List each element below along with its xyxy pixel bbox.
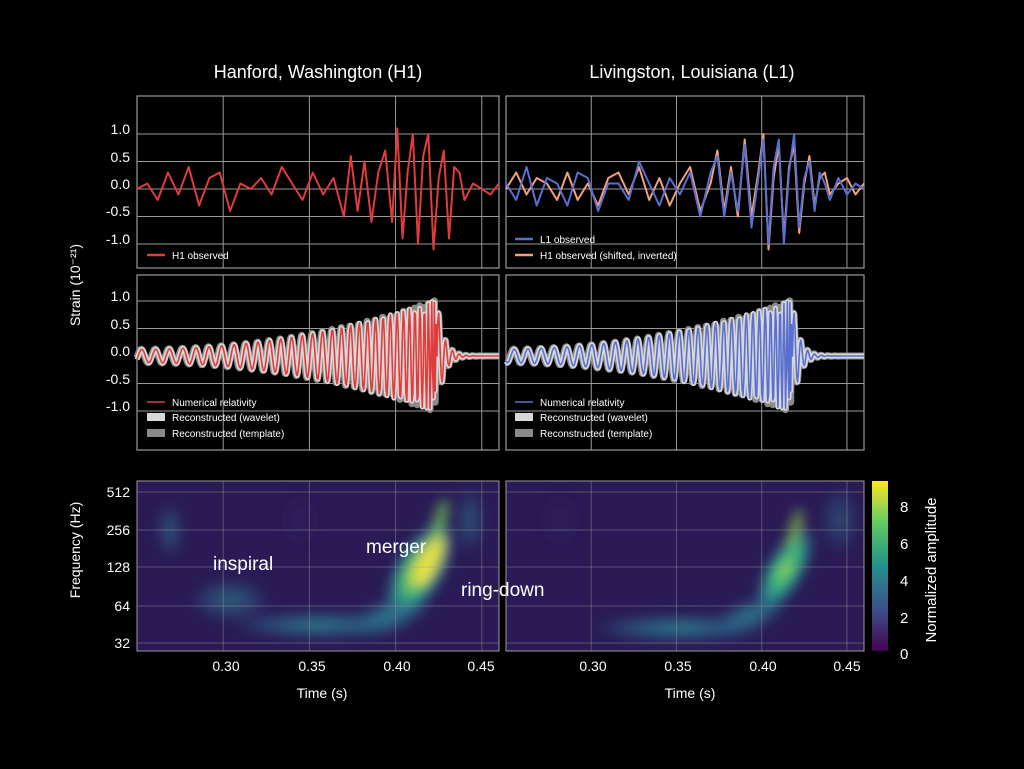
colorbar-tick-label: 6 (900, 536, 908, 553)
noise-patch (156, 500, 184, 560)
h1-spectrogram-frame (136, 480, 500, 652)
chirp-glow (754, 525, 816, 615)
frequency-yticks: 512 256 128 64 32 (107, 484, 131, 651)
strain-ylabel: Strain (10⁻²¹) (67, 244, 83, 326)
colorbar-tick-label: 2 (900, 610, 908, 627)
xtick-label: 0.45 (467, 658, 494, 674)
colorbar-tick-label: 0 (900, 646, 908, 663)
colorbar-label: Normalized amplitude (923, 497, 940, 642)
xtick-label: 0.30 (212, 658, 239, 674)
colorbar-ticks: 8 6 4 2 0 (900, 499, 908, 663)
legend-label: H1 observed (shifted, inverted) (540, 251, 677, 262)
annotation-merger: merger (366, 537, 427, 558)
l1-numerical-relativity (505, 300, 864, 410)
ytick-label: 128 (107, 559, 131, 575)
noise-patch (280, 490, 320, 550)
xtick-label: 0.35 (664, 658, 691, 674)
ytick-label: -0.5 (106, 203, 130, 219)
l1-spectrogram-frame (505, 480, 865, 652)
noise-patch (820, 485, 860, 555)
h1-reconstructed-yticks: 1.0 0.5 0.0 -0.5 -1.0 (106, 288, 130, 414)
legend-label: Reconstructed (template) (540, 429, 652, 440)
colorbar-tick-label: 4 (900, 573, 908, 590)
ytick-label: 256 (107, 522, 131, 538)
spectrogram-grid (137, 481, 864, 651)
ytick-label: -0.5 (106, 371, 130, 387)
xtick-label: 0.40 (383, 658, 410, 674)
l1-observed-line (505, 133, 865, 245)
legend-swatch (515, 413, 533, 421)
ytick-label: 0.5 (111, 316, 131, 332)
ytick-label: 0.5 (111, 149, 131, 165)
annotation-ring-down: ring-down (461, 580, 544, 601)
ytick-label: 1.0 (111, 121, 131, 137)
ytick-label: 1.0 (111, 288, 131, 304)
legend-label: Numerical relativity (172, 398, 256, 409)
ytick-label: 32 (114, 635, 130, 651)
legend-label: Reconstructed (wavelet) (540, 413, 648, 424)
chirp-tail (431, 498, 449, 542)
h1-numerical-relativity (136, 300, 499, 410)
legend-label: H1 observed (172, 251, 229, 262)
l1-spectrogram (506, 481, 864, 651)
noise-patch (455, 485, 485, 555)
xtick-label: 0.45 (833, 658, 860, 674)
l1-reconstructed-wavelet (504, 299, 866, 411)
l1-xticks: 0.30 0.35 0.40 0.45 (579, 658, 860, 674)
h1-xlabel: Time (s) (297, 685, 348, 701)
legend-label: Reconstructed (template) (172, 429, 284, 440)
l1-title: Livingston, Louisiana (L1) (589, 62, 794, 82)
h1-spectrogram (137, 481, 499, 651)
ytick-label: 0.0 (111, 343, 131, 359)
xtick-label: 0.30 (579, 658, 606, 674)
h1-title: Hanford, Washington (H1) (214, 62, 422, 82)
chirp-tail (786, 508, 804, 552)
h1-observed-legend: H1 observed (147, 251, 229, 262)
l1-observed-legend: L1 observed H1 observed (shifted, invert… (515, 235, 677, 262)
chirp-peak (415, 534, 445, 586)
h1-reconstructed-frame (136, 274, 500, 451)
h1-xticks: 0.30 0.35 0.40 0.45 (212, 658, 494, 674)
ytick-label: 0.0 (111, 176, 131, 192)
h1-observed-yticks: 1.0 0.5 0.0 -0.5 -1.0 (106, 121, 130, 247)
l1-observed-frame (505, 95, 865, 269)
noise-patch (540, 490, 580, 550)
frequency-ylabel: Frequency (Hz) (67, 502, 83, 598)
ytick-label: 64 (114, 598, 130, 614)
legend-label: Reconstructed (wavelet) (172, 413, 280, 424)
l1-xlabel: Time (s) (665, 685, 716, 701)
l1-reconstructed-legend: Numerical relativity Reconstructed (wave… (515, 398, 652, 440)
h1-observed-line (136, 127, 500, 251)
xtick-label: 0.40 (749, 658, 776, 674)
h1-shifted-inverted-line (505, 133, 865, 251)
ytick-label: -1.0 (106, 231, 130, 247)
annotation-inspiral: inspiral (213, 554, 273, 575)
ytick-label: 512 (107, 484, 131, 500)
colorbar (872, 481, 888, 651)
xtick-label: 0.35 (298, 658, 325, 674)
colorbar-tick-label: 8 (900, 499, 908, 516)
noise-patch (190, 578, 270, 622)
h1-observed-frame (136, 95, 500, 269)
strain-traces (133, 127, 867, 414)
legend-label: Numerical relativity (540, 398, 624, 409)
legend-swatch (147, 413, 165, 421)
h1-reconstructed-wavelet (134, 299, 501, 411)
legend-swatch (147, 429, 165, 437)
legend-swatch (515, 429, 533, 437)
h1-reconstructed-legend: Numerical relativity Reconstructed (wave… (147, 398, 284, 440)
legend-label: L1 observed (540, 235, 595, 246)
ytick-label: -1.0 (106, 398, 130, 414)
